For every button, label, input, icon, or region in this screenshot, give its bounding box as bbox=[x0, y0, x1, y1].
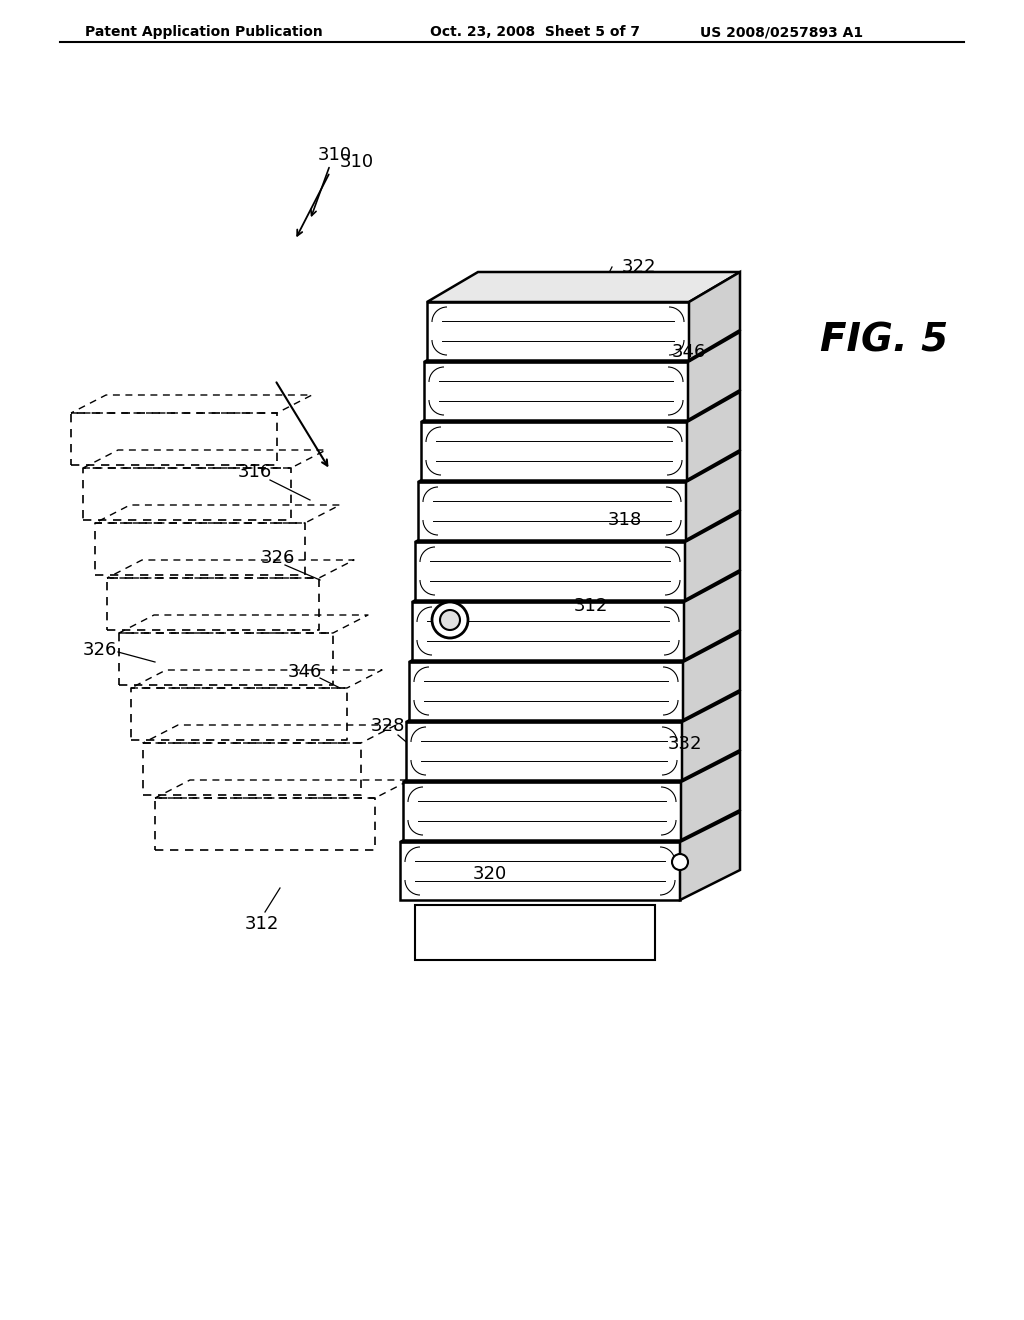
Polygon shape bbox=[689, 272, 740, 360]
Polygon shape bbox=[400, 842, 680, 900]
Text: 312: 312 bbox=[574, 597, 608, 615]
Polygon shape bbox=[424, 362, 688, 420]
Polygon shape bbox=[406, 722, 682, 780]
Text: 326: 326 bbox=[83, 642, 117, 659]
Text: 310: 310 bbox=[340, 153, 374, 172]
Polygon shape bbox=[421, 422, 687, 480]
Polygon shape bbox=[415, 543, 685, 601]
Text: 346: 346 bbox=[672, 343, 707, 360]
Polygon shape bbox=[682, 692, 740, 780]
Polygon shape bbox=[409, 663, 683, 719]
Polygon shape bbox=[686, 451, 740, 540]
Text: 322: 322 bbox=[622, 257, 656, 276]
Polygon shape bbox=[680, 812, 740, 900]
Polygon shape bbox=[427, 272, 740, 302]
Circle shape bbox=[432, 602, 468, 638]
Polygon shape bbox=[421, 392, 740, 422]
Polygon shape bbox=[427, 302, 689, 360]
Text: Patent Application Publication: Patent Application Publication bbox=[85, 25, 323, 40]
Text: 318: 318 bbox=[608, 511, 642, 529]
Text: Oct. 23, 2008  Sheet 5 of 7: Oct. 23, 2008 Sheet 5 of 7 bbox=[430, 25, 640, 40]
Polygon shape bbox=[424, 333, 740, 362]
Text: 326: 326 bbox=[261, 549, 295, 568]
Polygon shape bbox=[418, 482, 686, 540]
Circle shape bbox=[440, 610, 460, 630]
Text: 310: 310 bbox=[317, 147, 352, 164]
Text: US 2008/0257893 A1: US 2008/0257893 A1 bbox=[700, 25, 863, 40]
Polygon shape bbox=[403, 781, 681, 840]
Polygon shape bbox=[412, 602, 684, 660]
Polygon shape bbox=[400, 812, 740, 842]
Polygon shape bbox=[683, 632, 740, 719]
Polygon shape bbox=[415, 512, 740, 543]
Polygon shape bbox=[687, 392, 740, 480]
Text: 332: 332 bbox=[668, 735, 702, 752]
Polygon shape bbox=[409, 632, 740, 663]
Polygon shape bbox=[403, 752, 740, 781]
Text: 320: 320 bbox=[473, 865, 507, 883]
Text: 346: 346 bbox=[288, 663, 323, 681]
Polygon shape bbox=[685, 512, 740, 601]
Polygon shape bbox=[415, 906, 655, 960]
Polygon shape bbox=[688, 333, 740, 420]
Polygon shape bbox=[684, 572, 740, 660]
Text: 312: 312 bbox=[245, 915, 280, 933]
Text: 316: 316 bbox=[238, 463, 272, 480]
Polygon shape bbox=[418, 451, 740, 482]
Text: FIG. 5: FIG. 5 bbox=[820, 321, 948, 359]
Polygon shape bbox=[406, 692, 740, 722]
Polygon shape bbox=[412, 572, 740, 602]
Text: 328: 328 bbox=[371, 717, 406, 735]
Polygon shape bbox=[681, 752, 740, 840]
Circle shape bbox=[672, 854, 688, 870]
